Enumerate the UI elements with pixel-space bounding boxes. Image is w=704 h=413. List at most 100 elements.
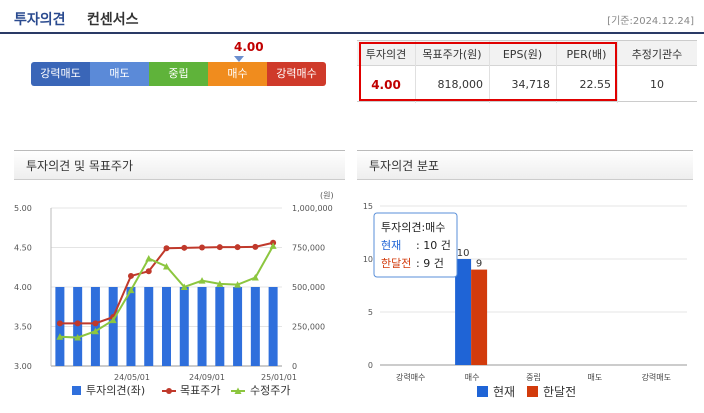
opinion-bar: [268, 287, 278, 366]
y-left-tick: 3.50: [14, 323, 32, 332]
y-right-tick: 0: [292, 362, 297, 371]
table-header-3: PER(배): [566, 48, 607, 61]
y-tick: 0: [368, 361, 373, 370]
opinion-target-price-chart: 5.00 4.50 4.00 3.50 3.00 1,000,000 750,000 500,…: [14, 191, 334, 397]
tooltip-row-value: : 9 건: [416, 257, 444, 270]
opinion-marker-icon: [234, 56, 244, 62]
table-divider: [415, 41, 416, 103]
target-price-point: [252, 243, 259, 250]
table-header-1: 목표주가(원): [422, 48, 482, 61]
table-value-4: 10: [650, 78, 664, 91]
y-tick: 10: [363, 255, 373, 264]
scale-segment-4: 강력매수: [267, 62, 326, 86]
section-subtitle: 컨센서스: [87, 12, 139, 28]
target-price-point: [127, 272, 134, 279]
dist-bar-label: 10: [457, 248, 470, 259]
y-left-tick: 4.00: [14, 283, 32, 292]
adjusted-price-point: [91, 327, 99, 335]
legend-label-adjusted: 수정주가: [250, 384, 290, 397]
opinion-bar: [126, 287, 136, 366]
legend-swatch-prev: [527, 386, 538, 397]
legend-label-target: 목표주가: [180, 384, 220, 397]
adjusted-price-point: [251, 274, 259, 281]
y-right-tick: 1,000,000: [292, 204, 333, 213]
opinion-bar: [179, 287, 189, 366]
right-panel-title: 투자의견 분포: [357, 150, 693, 180]
legend-label-prev: 한달전: [543, 385, 576, 399]
scale-segment-0: 강력매도: [31, 62, 90, 86]
tooltip-box: [373, 212, 458, 278]
target-price-point: [92, 320, 99, 327]
opinion-bar: [162, 287, 171, 366]
target-price-point: [74, 320, 81, 327]
x-tick: 중립: [526, 373, 541, 382]
x-tick: 25/01/01: [261, 373, 297, 382]
x-tick: 강력매도: [642, 372, 671, 382]
x-tick: 24/09/01: [189, 373, 225, 382]
table-divider: [617, 41, 618, 103]
left-panel-title: 투자의견 및 목표주가: [14, 150, 345, 180]
adjusted-price-point: [198, 277, 206, 284]
opinion-bar: [90, 287, 100, 366]
dist-bar: [471, 269, 488, 365]
adjusted-price-point: [56, 333, 64, 340]
target-price-point: [216, 244, 223, 251]
y-right-unit: (원): [320, 191, 334, 200]
consensus-table: 투자의견 4.00 목표주가(원) 818,000 EPS(원) 34,718 PER(배)…: [357, 40, 697, 103]
target-price-point: [163, 245, 170, 252]
y-left-tick: 4.50: [14, 244, 32, 253]
legend-marker-adjusted: [234, 387, 242, 394]
opinion-bar: [144, 287, 154, 366]
legend-label-current: 현재: [493, 385, 515, 399]
adjusted-price-point: [127, 286, 135, 294]
table-divider: [489, 41, 490, 103]
tooltip-row-value: : 10 건: [416, 239, 451, 252]
table-header-0: 투자의견: [365, 48, 407, 61]
adjusted-price-point: [145, 255, 153, 262]
adjusted-price-point: [163, 262, 170, 270]
y-right-tick: 500,000: [292, 283, 325, 292]
opinion-bar: [73, 287, 83, 366]
opinion-bar: [197, 287, 207, 366]
consensus-table-header: [357, 41, 697, 66]
adjusted-price-point: [216, 280, 224, 287]
x-tick: 매수: [465, 373, 480, 382]
x-tick: 매도: [588, 373, 603, 382]
target-price-point: [56, 320, 63, 327]
y-left-tick: 5.00: [14, 204, 32, 213]
y-right-tick: 750,000: [292, 244, 325, 253]
section-header: 투자의견 컨센서스 [기준:2024.12.24]: [0, 0, 704, 34]
y-tick: 5: [368, 308, 373, 317]
target-price-point: [199, 244, 206, 251]
legend-swatch-current: [477, 386, 488, 397]
table-value-1: 818,000: [437, 78, 484, 91]
reference-date: [기준:2024.12.24]: [607, 16, 694, 27]
x-tick: 24/05/01: [114, 373, 150, 382]
adjusted-price-point: [234, 281, 242, 288]
opinion-bar: [250, 287, 260, 366]
table-value-2: 34,718: [511, 78, 551, 91]
scale-segment-1: 매도: [90, 62, 149, 86]
tooltip-title: 투자의견:매수: [381, 221, 445, 234]
table-value-0: 4.00: [371, 78, 401, 92]
opinion-bar: [215, 287, 225, 366]
opinion-current-value: 4.00: [234, 40, 264, 54]
x-tick: 강력매수: [396, 372, 425, 382]
target-price-point: [145, 268, 152, 275]
legend-label-opinion: 투자의견(좌): [86, 384, 145, 397]
y-left-tick: 3.00: [14, 362, 32, 371]
table-value-3: 22.55: [579, 78, 612, 91]
adjusted-price-point: [109, 316, 117, 324]
y-tick: 15: [363, 202, 373, 211]
table-divider: [556, 41, 557, 103]
legend-marker-target: [166, 388, 172, 394]
table-header-4: 추정기관수: [631, 48, 683, 61]
adjusted-price-point: [74, 334, 82, 341]
scale-segment-2: 중립: [149, 62, 208, 86]
opinion-bar: [55, 287, 65, 366]
adjusted-price-point: [180, 283, 188, 290]
target-price-point: [181, 244, 188, 251]
adjusted-price-point: [269, 242, 277, 249]
scale-segment-3: 매수: [208, 62, 267, 86]
